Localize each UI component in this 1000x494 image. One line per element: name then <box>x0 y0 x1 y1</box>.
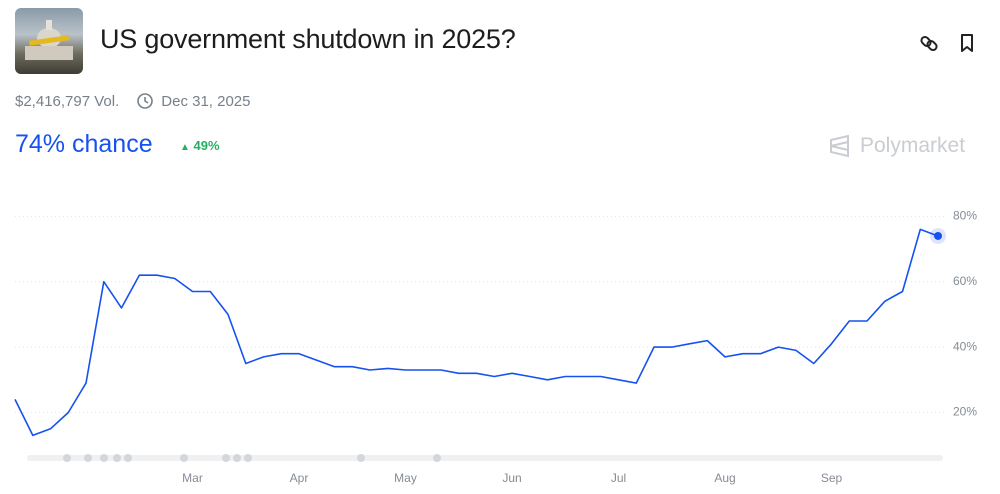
x-tick-label: Apr <box>290 471 309 485</box>
volume: $2,416,797 Vol. <box>15 92 120 110</box>
market-image <box>15 8 83 74</box>
bookmark-button[interactable] <box>961 34 973 52</box>
capitol-illustration <box>25 20 73 60</box>
x-tick-label: Jun <box>502 471 521 485</box>
end-date: Dec 31, 2025 <box>161 92 251 110</box>
x-tick-label: Aug <box>714 471 735 485</box>
y-tick-label: 20% <box>953 405 977 419</box>
action-icons <box>920 34 973 52</box>
change-value: 49% <box>193 138 220 153</box>
link-button[interactable] <box>920 35 938 52</box>
change: ▲ 49% <box>180 138 220 153</box>
x-tick-label: Sep <box>821 471 843 485</box>
y-tick-label: 60% <box>953 274 977 288</box>
market-meta: $2,416,797 Vol. Dec 31, 2025 <box>15 92 251 110</box>
clock-icon <box>137 93 154 109</box>
market-title: US government shutdown in 2025? <box>100 24 516 54</box>
brand-name: Polymarket <box>860 134 966 157</box>
x-tick-label: Mar <box>182 471 203 485</box>
event-dots <box>63 454 441 462</box>
price-line <box>14 228 939 437</box>
actions <box>920 32 980 59</box>
current-point <box>934 231 942 240</box>
chance: 74% chance <box>15 130 153 158</box>
y-tick-label: 80% <box>953 209 977 223</box>
y-tick-label: 40% <box>953 339 977 353</box>
brand-logo <box>830 134 849 158</box>
up-arrow: ▲ <box>180 142 190 153</box>
brand: Polymarket <box>828 134 965 158</box>
x-tick-label: May <box>394 471 417 485</box>
x-tick-label: Jul <box>611 471 626 485</box>
